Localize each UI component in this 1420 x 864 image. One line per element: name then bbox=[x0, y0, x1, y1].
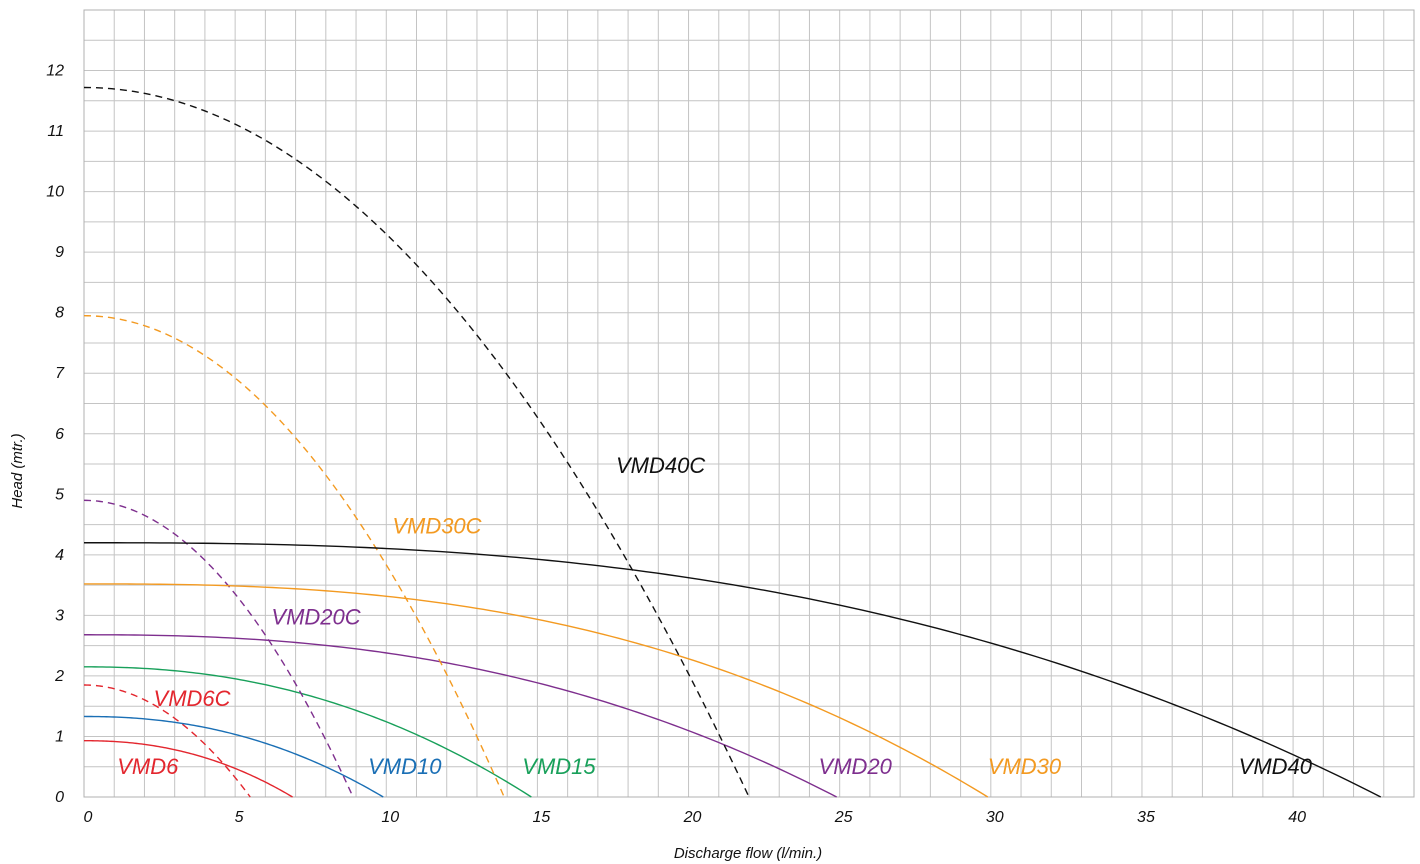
series-label-vmd10: VMD10 bbox=[368, 754, 442, 779]
y-tick-label: 1 bbox=[55, 728, 64, 745]
y-tick-label: 10 bbox=[46, 184, 64, 201]
x-tick-label: 25 bbox=[834, 809, 853, 826]
y-tick-label: 7 bbox=[55, 365, 65, 382]
y-axis-label: Head (mtr.) bbox=[9, 433, 26, 508]
series-line-vmd30c bbox=[83, 315, 505, 798]
series-line-vmd15 bbox=[83, 666, 532, 798]
series-label-vmd40c: VMD40C bbox=[616, 453, 705, 478]
y-tick-label: 11 bbox=[47, 123, 64, 140]
series-line-vmd20 bbox=[84, 634, 837, 798]
series-line-vmd6c bbox=[83, 684, 251, 798]
grid bbox=[83, 9, 1415, 798]
y-tick-label: 9 bbox=[55, 244, 64, 261]
series-line-vmd40 bbox=[84, 542, 1382, 798]
y-tick-label: 6 bbox=[55, 426, 64, 443]
x-tick-label: 5 bbox=[235, 809, 244, 826]
series-label-vmd40: VMD40 bbox=[1239, 754, 1313, 779]
x-tick-label: 15 bbox=[533, 809, 551, 826]
y-tick-label: 5 bbox=[55, 486, 64, 503]
x-tick-label: 40 bbox=[1288, 809, 1306, 826]
x-tick-label: 35 bbox=[1137, 809, 1155, 826]
series-line-vmd20c bbox=[83, 499, 354, 798]
y-tick-label: 8 bbox=[55, 305, 64, 322]
x-axis-label: Discharge flow (l/min.) bbox=[674, 845, 822, 862]
series-line-vmd40c bbox=[83, 86, 750, 798]
y-tick-label: 0 bbox=[55, 789, 64, 806]
x-tick-label: 0 bbox=[84, 809, 93, 826]
y-tick-label: 2 bbox=[54, 668, 64, 685]
series-line-vmd6 bbox=[84, 740, 293, 798]
series-label-vmd6c: VMD6C bbox=[154, 686, 231, 711]
x-tick-label: 30 bbox=[986, 809, 1004, 826]
x-tick-label: 20 bbox=[683, 809, 702, 826]
series-label-vmd30: VMD30 bbox=[988, 754, 1062, 779]
curves bbox=[83, 86, 1382, 798]
series-label-vmd15: VMD15 bbox=[522, 754, 596, 779]
y-tick-label: 12 bbox=[46, 63, 64, 80]
series-label-vmd6: VMD6 bbox=[117, 754, 179, 779]
series-line-vmd10 bbox=[83, 715, 384, 798]
series-label-vmd30c: VMD30C bbox=[392, 514, 481, 539]
y-tick-label: 3 bbox=[55, 607, 64, 624]
y-tick-label: 4 bbox=[55, 547, 64, 564]
plot-frame bbox=[83, 9, 1415, 798]
series-label-vmd20c: VMD20C bbox=[271, 604, 360, 629]
series-line-vmd30 bbox=[83, 583, 989, 798]
x-tick-label: 10 bbox=[381, 809, 399, 826]
series-label-vmd20: VMD20 bbox=[819, 754, 893, 779]
series-labels: VMD6 VMD6C VMD10 VMD15 VMD20C VMD20 VMD30C VMD3… bbox=[117, 453, 1313, 779]
